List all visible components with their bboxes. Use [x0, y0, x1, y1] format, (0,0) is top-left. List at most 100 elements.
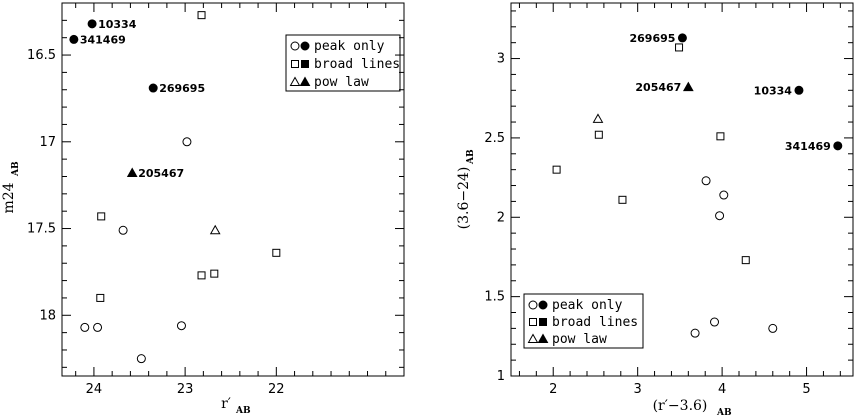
legend-open-square [291, 60, 299, 68]
right-panel: 2 3 4 5 1 1.5 2 2.5 3 269695 205467 10334 341469 pe… [456, 2, 854, 418]
open-square-point [675, 43, 684, 52]
open-circle-point [80, 322, 90, 332]
y-tick-label: 17 [39, 135, 56, 150]
right-marks [552, 33, 843, 338]
point-annotation: 341469 [785, 140, 831, 153]
legend-label: pow law [314, 75, 369, 90]
x-tick-label: 23 [177, 382, 194, 397]
legend-label: broad lines [552, 315, 638, 330]
y-tick-label: 17.5 [27, 222, 56, 237]
right-legend: peak only broad lines pow law [523, 293, 644, 349]
point-annotation: 10334 [754, 84, 793, 97]
filled-triangle-point [682, 81, 694, 92]
open-square-point [210, 269, 219, 278]
open-triangle-point [209, 224, 221, 235]
y-tick-label: 1.5 [484, 290, 505, 305]
legend-filled-square [539, 318, 547, 326]
right-x-label: (r′−3.6) AB [653, 398, 732, 418]
open-circle-point [118, 225, 128, 235]
left-x-label-text: r′ [221, 396, 231, 412]
right-legend-rows: peak only broad lines pow law [527, 298, 638, 347]
left-legend-box [285, 34, 401, 92]
right-y-label-sub: AB [466, 149, 476, 165]
left-legend-rows: peak only broad lines pow law [289, 39, 400, 90]
left-ticks: 24 23 22 16.5 17 17.5 18 [27, 2, 405, 397]
filled-circle-point [794, 85, 804, 95]
open-square-point [716, 132, 725, 141]
x-tick-label: 22 [268, 382, 285, 397]
filled-circle-point [69, 34, 79, 44]
x-tick-label: 2 [549, 382, 557, 397]
point-annotation: 205467 [635, 81, 681, 94]
right-y-label: (3.6−24) AB [456, 149, 476, 229]
open-square-point [197, 271, 206, 280]
left-plot-frame [61, 2, 405, 377]
legend-open-triangle [527, 333, 539, 343]
point-annotation: 341469 [80, 33, 126, 46]
open-circle-point [93, 322, 103, 332]
open-circle-point [182, 137, 192, 147]
legend-label: peak only [314, 39, 385, 54]
open-circle-point [710, 317, 720, 327]
left-legend: peak only broad lines pow law [285, 34, 401, 92]
open-circle-point [701, 176, 711, 186]
y-tick-label: 3 [497, 52, 505, 67]
filled-circle-point [87, 19, 97, 29]
filled-circle-point [833, 141, 843, 151]
x-tick-label: 24 [86, 382, 103, 397]
open-square-point [97, 212, 106, 221]
point-annotation: 269695 [159, 82, 205, 95]
left-x-label-sub: AB [235, 406, 251, 416]
left-y-label-text: m24 [1, 182, 17, 213]
legend-label: broad lines [314, 57, 400, 72]
right-annotations: 269695 205467 10334 341469 [629, 32, 830, 153]
right-legend-box [523, 293, 644, 349]
open-circle-point [719, 190, 729, 200]
left-marks [69, 11, 281, 364]
y-tick-label: 1 [497, 369, 505, 384]
open-square-point [272, 248, 281, 257]
legend-label: peak only [552, 298, 623, 313]
right-ticks: 2 3 4 5 1 1.5 2 2.5 3 [484, 3, 853, 397]
open-square-point [618, 195, 627, 204]
open-square-point [96, 293, 105, 302]
left-y-label: m24 AB [1, 161, 21, 214]
open-triangle-point [592, 113, 604, 123]
filled-circle-point [677, 33, 687, 43]
right-plot-frame [510, 2, 854, 377]
open-circle-point [176, 321, 186, 331]
x-tick-label: 4 [718, 382, 726, 397]
left-x-label: r′ AB [221, 396, 251, 416]
right-x-label-sub: AB [716, 408, 732, 418]
filled-circle-point [148, 83, 158, 93]
open-circle-point [715, 211, 725, 221]
left-y-label-sub: AB [11, 161, 21, 177]
y-tick-label: 2.5 [484, 131, 505, 146]
point-annotation: 269695 [629, 32, 675, 45]
legend-open-square [529, 318, 537, 326]
legend-open-circle [290, 41, 300, 51]
legend-filled-circle [300, 41, 310, 51]
legend-filled-triangle [537, 333, 549, 343]
legend-filled-triangle [299, 76, 311, 86]
open-circle-point [136, 354, 146, 364]
y-tick-label: 16.5 [27, 48, 56, 63]
left-panel: 24 23 22 16.5 17 17.5 18 10334 341469 269695 2054… [1, 2, 405, 416]
point-annotation: 205467 [138, 167, 184, 180]
right-y-label-text: (3.6−24) [456, 167, 472, 230]
legend-label: pow law [552, 332, 607, 347]
open-square-point [594, 130, 603, 139]
x-tick-label: 5 [802, 382, 810, 397]
open-square-point [741, 256, 750, 265]
y-tick-label: 2 [497, 210, 505, 225]
open-circle-point [690, 328, 700, 338]
legend-filled-circle [538, 300, 548, 310]
legend-filled-square [301, 60, 309, 68]
open-square-point [552, 165, 561, 174]
legend-open-triangle [289, 76, 301, 86]
open-square-point [197, 11, 206, 20]
legend-open-circle [528, 300, 538, 310]
filled-triangle-point [126, 167, 138, 178]
point-annotation: 10334 [98, 18, 137, 31]
